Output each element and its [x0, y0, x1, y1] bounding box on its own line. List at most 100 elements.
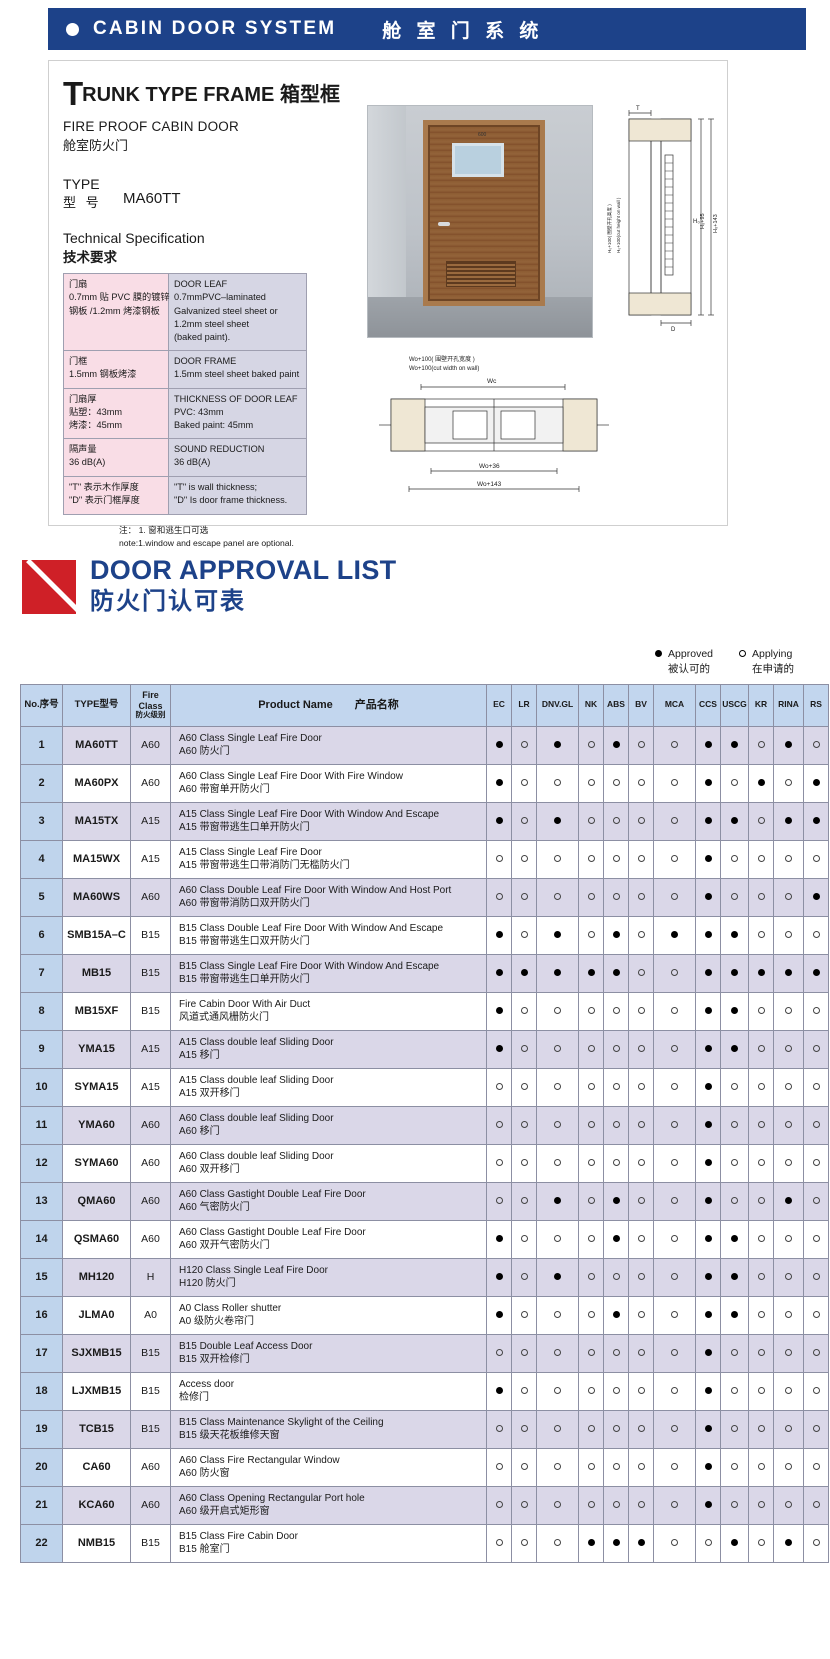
open-circle-icon [637, 1424, 645, 1432]
cell-approval-bv [628, 1029, 654, 1069]
door-approval-list-heading: DOOR APPROVAL LIST 防火门认可表 [22, 555, 830, 617]
open-circle-icon [785, 778, 792, 786]
cell-approval-mca [653, 1219, 696, 1259]
cell-approval-rs [803, 1485, 829, 1525]
cell-type: SMB15A–C [62, 915, 131, 955]
open-circle-icon [554, 1348, 561, 1356]
open-circle-icon [495, 892, 503, 900]
table-row[interactable]: 15 MH120 H H120 Class Single Leaf Fire Door… [20, 1257, 829, 1297]
open-circle-icon [671, 1538, 678, 1546]
table-row[interactable]: 1 MA60TT A60 A60 Class Single Leaf Fire Doo… [20, 725, 829, 765]
filled-circle-icon [757, 968, 765, 976]
open-circle-icon [757, 1348, 765, 1356]
cell-no: 20 [20, 1447, 63, 1487]
cell-approval-bv [628, 1257, 654, 1297]
cell-approval-bv [628, 801, 654, 841]
spec-line: DOOR LEAF [174, 279, 228, 289]
table-row[interactable]: 12 SYMA60 A60 A60 Class double leaf Sliding… [20, 1143, 829, 1183]
product-name-cn: A60 双开气密防火门 [179, 1240, 270, 1252]
cell-approval-bv [628, 725, 654, 765]
open-circle-icon [554, 1044, 561, 1052]
open-circle-icon [612, 816, 620, 824]
product-name-en: B15 Class Maintenance Skylight of the Ce… [179, 1416, 384, 1428]
product-name-en: A60 Class double leaf Sliding Door [179, 1112, 334, 1124]
cell-approval-rina [773, 1523, 804, 1563]
open-circle-icon [554, 1424, 561, 1432]
filled-circle-icon [704, 892, 712, 900]
open-circle-icon [812, 740, 820, 748]
spec-line: "T" is wall thickness; [174, 481, 258, 492]
table-row[interactable]: 18 LJXMB15 B15 Access door 检修门 [20, 1371, 829, 1411]
filled-circle-icon [66, 22, 79, 36]
cell-approval-mca [653, 915, 696, 955]
open-circle-icon [785, 1158, 792, 1166]
table-row[interactable]: 17 SJXMB15 B15 B15 Double Leaf Access Door B… [20, 1333, 829, 1373]
cell-approval-nk [578, 725, 604, 765]
open-circle-icon [757, 1272, 765, 1280]
table-row[interactable]: 20 CA60 A60 A60 Class Fire Rectangular Wind… [20, 1447, 829, 1487]
cell-approval-lr [511, 725, 537, 765]
cell-approval-ccs [695, 1143, 721, 1183]
cell-approval-rina [773, 991, 804, 1031]
open-circle-icon [612, 1006, 620, 1014]
table-row[interactable]: 6 SMB15A–C B15 B15 Class Double Leaf Fire D… [20, 915, 829, 955]
cell-approval-nk [578, 839, 604, 879]
open-circle-icon [612, 1386, 620, 1394]
filled-circle-icon [612, 1234, 620, 1242]
cell-approval-bv [628, 1485, 654, 1525]
table-row[interactable]: 9 YMA15 A15 A15 Class double leaf Sliding D… [20, 1029, 829, 1069]
product-name-cn: 检修门 [179, 1392, 209, 1404]
open-circle-icon [554, 892, 561, 900]
banner-title-cn: 舱 室 门 系 统 [382, 20, 544, 42]
product-name-en: A60 Class Gastight Double Leaf Fire Door [179, 1226, 366, 1238]
open-circle-icon [587, 1120, 595, 1128]
filled-circle-icon [704, 1348, 712, 1356]
table-row[interactable]: 22 NMB15 B15 B15 Class Fire Cabin Door B15 舱… [20, 1523, 829, 1563]
spec-cell-cn: 门框 1.5mm 钢板烤漆 [63, 349, 169, 389]
open-circle-icon [731, 1120, 738, 1128]
open-circle-icon [671, 816, 678, 824]
filled-circle-icon [655, 650, 663, 658]
cell-approval-lr [511, 1523, 537, 1563]
cell-approval-lr [511, 1447, 537, 1487]
filled-circle-icon [612, 1196, 620, 1204]
table-row[interactable]: 16 JLMA0 A0 A0 Class Roller shutter A0 级防火卷帘… [20, 1295, 829, 1335]
open-circle-icon [554, 1234, 561, 1242]
open-circle-icon [671, 1386, 678, 1394]
product-name-en: A60 Class Opening Rectangular Port hole [179, 1492, 365, 1504]
open-circle-icon [704, 1538, 712, 1546]
table-row[interactable]: 10 SYMA15 A15 A15 Class double leaf Sliding… [20, 1067, 829, 1107]
table-row[interactable]: 3 MA15TX A15 A15 Class Single Leaf Fire Doo… [20, 801, 829, 841]
photo-door-window [452, 143, 504, 177]
filled-circle-icon [671, 930, 678, 938]
table-row[interactable]: 13 QMA60 A60 A60 Class Gastight Double Leaf… [20, 1181, 829, 1221]
cell-approval-kr [748, 725, 774, 765]
table-row[interactable]: 7 MB15 B15 B15 Class Single Leaf Fire Door … [20, 953, 829, 993]
cell-product-name: Access door 检修门 [170, 1371, 487, 1411]
table-row[interactable]: 4 MA15WX A15 A15 Class Single Leaf Fire Doo… [20, 839, 829, 879]
cell-approval-dnv-gl [536, 1219, 579, 1259]
table-row[interactable]: 5 MA60WS A60 A60 Class Double Leaf Fire Doo… [20, 877, 829, 917]
cell-product-name: B15 Class Fire Cabin Door B15 舱室门 [170, 1523, 487, 1563]
filled-circle-icon [731, 740, 738, 748]
table-row[interactable]: 21 KCA60 A60 A60 Class Opening Rectangular … [20, 1485, 829, 1525]
filled-circle-icon [495, 1006, 503, 1014]
table-row[interactable]: 2 MA60PX A60 A60 Class Single Leaf Fire Doo… [20, 763, 829, 803]
cell-approval-rina [773, 1257, 804, 1297]
cell-approval-bv [628, 1447, 654, 1487]
cell-approval-uscg [720, 1523, 749, 1563]
table-row[interactable]: 19 TCB15 B15 B15 Class Maintenance Skylight… [20, 1409, 829, 1449]
cell-approval-ec [486, 1143, 512, 1183]
cell-approval-rina [773, 1219, 804, 1259]
product-name-cn: A60 防火窗 [179, 1468, 230, 1480]
open-circle-icon [671, 968, 678, 976]
cell-fire-class: A15 [130, 1067, 171, 1107]
filled-circle-icon [495, 1310, 503, 1318]
table-row[interactable]: 11 YMA60 A60 A60 Class double leaf Sliding … [20, 1105, 829, 1145]
table-row[interactable]: 14 QSMA60 A60 A60 Class Gastight Double Lea… [20, 1219, 829, 1259]
cell-approval-bv [628, 1409, 654, 1449]
cell-approval-ccs [695, 801, 721, 841]
cell-approval-rina [773, 1143, 804, 1183]
table-row[interactable]: 8 MB15XF B15 Fire Cabin Door With Air Duct 风… [20, 991, 829, 1031]
spec-row: 门扇厚 贴塑：43mm 烤漆：45mm THICKNESS OF DOOR LEAF P… [63, 387, 307, 439]
